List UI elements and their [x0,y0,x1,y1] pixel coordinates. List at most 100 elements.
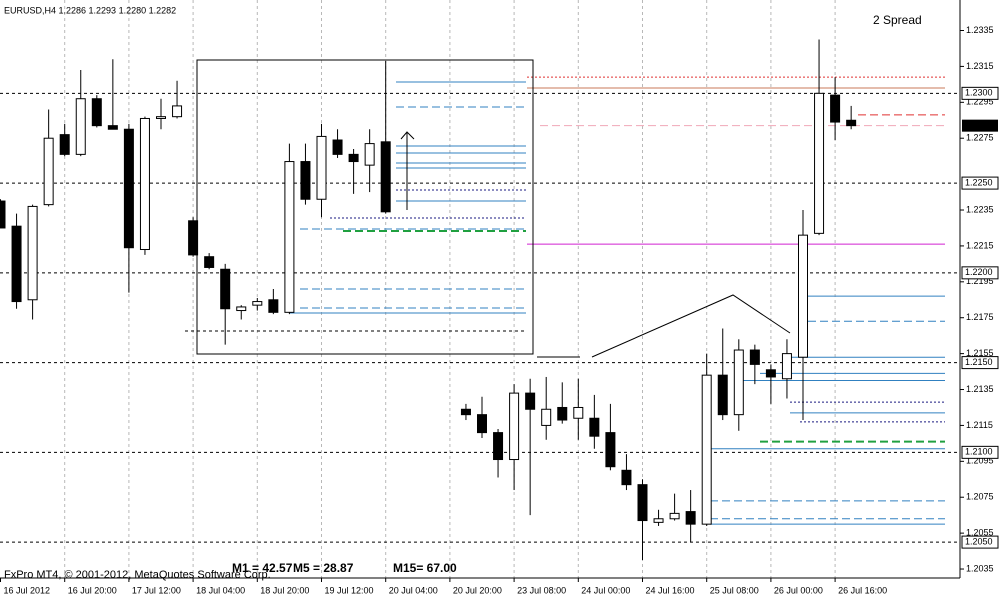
candle-body [59,134,70,155]
inset-frame [196,59,534,355]
candle-body [509,392,520,461]
candle-body [765,369,776,378]
x-tick-label: 16 Jul 2012 [4,585,51,595]
timeframe: M1 = 42.57 [232,561,293,575]
candle-body [460,408,471,416]
candle-body [43,137,54,206]
level-label-box [961,176,999,190]
candle-body [268,299,279,313]
candle-body [621,469,632,486]
level-label: 1.2300 [965,88,993,98]
candle-body [493,432,504,461]
candle-body [637,484,648,522]
x-tick-label: 19 Jul 12:00 [325,585,374,595]
candle-body [156,116,166,119]
y-tick-label: 1.2175 [966,312,994,322]
timeframe: M5 = 28.87 [293,561,354,575]
y-tick-label: 1.2115 [966,420,993,430]
level-label: 1.2050 [965,536,993,546]
inset-lines [185,81,526,332]
candle-body [733,349,744,416]
candle-body [332,139,343,155]
candle-body [91,98,102,127]
candle-body [573,406,584,419]
y-tick-label: 1.2295 [966,97,994,107]
x-tick-label: 26 Jul 00:00 [774,585,823,595]
candle-body [380,141,391,213]
candle-body [781,353,792,380]
candle-body [188,220,199,256]
candle-body [236,306,247,312]
candle-body [525,392,536,410]
timeframe: M15= 67.00 [393,561,457,575]
y-tick-label: 1.2135 [966,384,994,394]
x-tick-label: 26 Jul 16:00 [838,585,887,595]
candle-body [814,92,825,234]
candle-body [75,98,86,155]
level-label-box [961,86,999,100]
candle-body [107,125,118,130]
y-tick-label: 1.2195 [966,276,994,286]
trend-line [591,294,791,358]
copyright: FxPro MT4, © 2001-2012, MetaQuotes Softw… [4,569,271,581]
chart-title: EURUSD,H4 1.2286 1.2293 1.2280 1.2282 [4,5,176,15]
level-label: 1.2250 [965,177,993,187]
y-tick-label: 1.2335 [966,25,994,35]
candle-body [348,153,359,163]
candle-body [204,256,215,268]
candle-body [139,117,150,251]
y-tick-label: 1.2035 [966,563,994,573]
y-tick-label: 1.2095 [966,456,994,466]
candle-body [300,161,311,200]
y-tick-label: 1.2275 [966,133,994,143]
y-tick-label: 1.2055 [966,527,994,537]
candle-body [364,143,375,166]
candle-body [316,135,327,200]
candle-body [541,408,552,426]
y-tick-label: 1.2155 [966,348,994,358]
level-label: 1.2100 [965,447,993,457]
candle-body [220,268,231,310]
bid-label-box [962,119,998,132]
y-tick-label: 1.2315 [966,61,994,71]
x-tick-label: 24 Jul 00:00 [581,585,630,595]
level-label: 1.2150 [965,357,993,367]
candle-body [605,432,616,468]
inset [185,59,791,358]
candle-body [11,225,22,303]
candles-layer [0,39,857,561]
x-tick-label: 18 Jul 20:00 [260,585,309,595]
candle-body [557,406,568,421]
candle-body [0,200,6,229]
candle-body [589,417,600,437]
level-label: 1.2200 [965,267,993,277]
x-tick-label: 24 Jul 16:00 [646,585,695,595]
candle-body [123,128,134,249]
candle-body [252,301,263,306]
candle-body [477,414,487,434]
candle-body [749,349,760,365]
candle-body [717,374,728,416]
candle-body [846,119,857,127]
candle-body [172,105,183,118]
y-tick-label: 1.2215 [966,240,994,250]
level-label-box [961,266,999,280]
level-label-box [961,445,999,459]
candle-body [653,518,664,523]
candle-body [701,374,712,525]
level-label-box [961,356,999,370]
x-tick-label: 20 Jul 20:00 [453,585,502,595]
x-tick-label: 23 Jul 08:00 [517,585,566,595]
candle-body [830,94,841,123]
x-tick-label: 25 Jul 08:00 [710,585,759,595]
y-tick-label: 1.2235 [966,204,994,214]
x-tick-label: 17 Jul 12:00 [132,585,181,595]
candle-body [284,161,295,313]
x-tick-label: 16 Jul 20:00 [68,585,117,595]
candle-body [798,234,808,358]
spread: 2 Spread [873,13,922,27]
